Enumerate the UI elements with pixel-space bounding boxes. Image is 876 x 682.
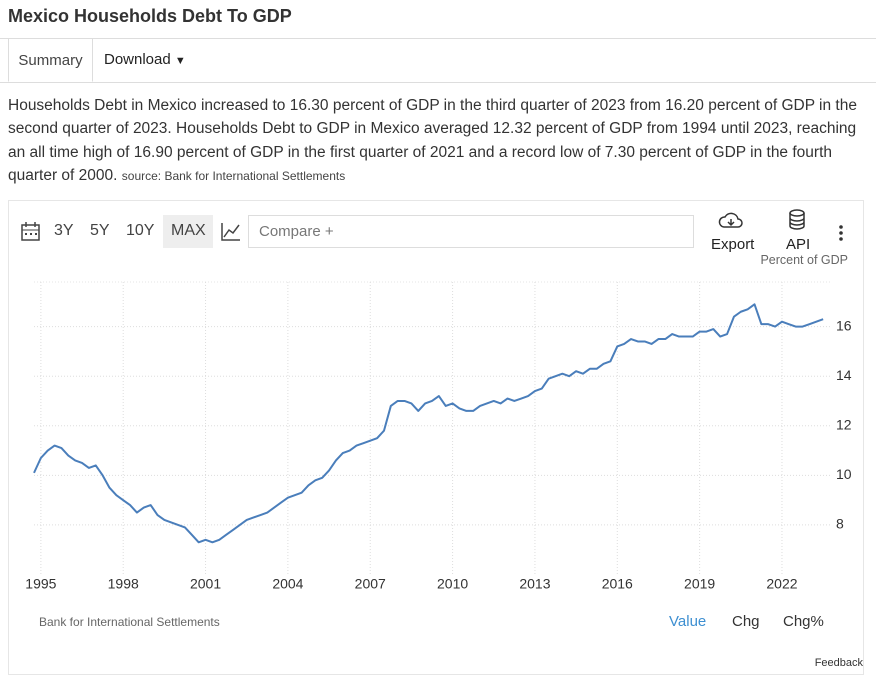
api-button[interactable]: API [786, 236, 811, 253]
view-button[interactable]: Chg [732, 613, 760, 630]
x-tick-label: 2022 [766, 576, 797, 592]
y-tick-label: 8 [836, 516, 844, 532]
unit-label: Percent of GDP [760, 253, 848, 267]
range-button[interactable]: 10Y [126, 222, 155, 239]
y-tick-label: 16 [836, 317, 852, 333]
tab-label: Download [104, 51, 171, 68]
x-tick-label: 2019 [684, 576, 715, 592]
export-icon[interactable] [718, 211, 744, 231]
range-button[interactable]: 3Y [54, 222, 74, 239]
divider [0, 38, 876, 39]
chart-type-icon[interactable] [220, 221, 242, 243]
compare-input[interactable]: Compare + [248, 215, 694, 248]
range-button[interactable]: 5Y [90, 222, 110, 239]
description: Households Debt in Mexico increased to 1… [8, 94, 868, 188]
x-tick-label: 1998 [108, 576, 139, 592]
tab[interactable]: Download ▼ [104, 38, 186, 82]
chart-panel [8, 200, 864, 675]
y-tick-label: 14 [836, 367, 852, 383]
x-tick-label: 2016 [602, 576, 633, 592]
y-tick-label: 12 [836, 416, 852, 432]
data-line [33, 303, 824, 544]
feedback-link[interactable]: Feedback [814, 657, 863, 669]
x-tick-label: 2004 [272, 576, 303, 592]
chart-source: Bank for International Settlements [39, 615, 220, 629]
x-tick-label: 2007 [355, 576, 386, 592]
x-tick-label: 2001 [190, 576, 221, 592]
api-icon[interactable] [787, 209, 807, 231]
view-button[interactable]: Value [669, 613, 707, 630]
more-menu[interactable] [836, 224, 846, 242]
tab[interactable]: Summary [8, 38, 93, 82]
calendar-icon[interactable] [20, 221, 42, 243]
view-button[interactable]: Chg% [783, 613, 824, 630]
range-button[interactable]: MAX [171, 222, 206, 239]
page-title: Mexico Households Debt To GDP [8, 6, 292, 26]
x-tick-label: 2010 [437, 576, 468, 592]
x-tick-label: 1995 [25, 576, 56, 592]
x-tick-label: 2013 [519, 576, 550, 592]
source: source: Bank for International Settlemen… [121, 168, 346, 183]
divider [0, 82, 876, 83]
description-text: Households Debt in Mexico increased to 1… [8, 97, 857, 184]
export-button[interactable]: Export [711, 236, 755, 253]
range-highlight [163, 215, 213, 248]
y-tick-label: 10 [836, 466, 852, 482]
dropdown-arrow: ▼ [174, 55, 186, 67]
